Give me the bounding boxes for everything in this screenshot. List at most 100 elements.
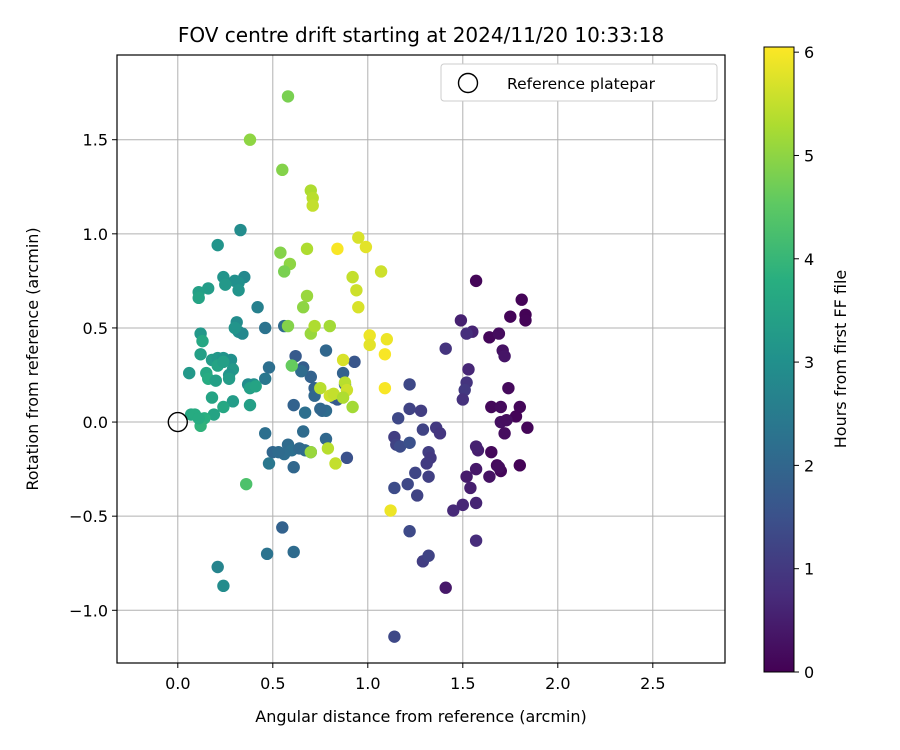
data-point [232,284,245,297]
colorbar-tick-label: 4 [804,250,814,269]
data-point [460,470,473,483]
data-point [504,310,517,323]
data-point [285,359,298,372]
data-point [327,387,340,401]
y-tick-label: 0.0 [83,413,108,432]
data-point [350,284,363,297]
reference-marker-group [167,411,189,433]
data-point [378,348,392,361]
data-point [498,427,511,440]
data-point [513,400,526,414]
data-point [519,314,532,327]
data-point [469,440,483,453]
colorbar-tick-label: 1 [804,560,814,579]
colorbar: 0 1 2 3 4 5 6 Hours from first FF file [763,43,850,682]
data-point [464,481,477,495]
data-point [183,366,196,380]
y-tick-label: 1.0 [83,225,108,244]
data-point [321,442,335,455]
data-point [414,404,428,417]
data-point [278,265,291,278]
data-point [314,381,327,395]
x-tick-label: 0.5 [260,674,285,693]
data-point [460,327,473,340]
data-point [439,342,452,355]
data-point [378,381,392,395]
data-point [336,366,350,380]
data-point [308,319,321,333]
data-point [392,412,405,425]
data-point [319,432,333,446]
y-tick-label: −1.0 [69,601,108,620]
data-point [416,423,430,436]
data-point [304,370,317,384]
data-point [411,489,424,502]
data-point [314,402,327,416]
data-point [403,378,416,391]
data-point [192,412,205,425]
data-point [209,374,222,387]
y-tick-label: 1.5 [83,131,108,150]
data-point [243,398,257,412]
data-point [272,445,285,459]
data-point [287,545,300,559]
x-tick-label: 2.0 [545,674,570,693]
data-point [196,334,209,348]
y-tick-label: 0.5 [83,319,108,338]
data-point [439,581,452,594]
data-point [346,270,359,284]
data-point [295,365,308,378]
data-point [243,133,257,146]
data-point [515,293,528,306]
colorbar-tick-label: 3 [804,353,814,372]
data-point [363,329,376,342]
data-point [262,361,276,374]
data-point [521,421,534,434]
legend-box [440,63,718,102]
data-point [222,372,236,385]
x-axis: 0.0 0.5 1.0 1.5 2.0 2.5 [165,663,666,693]
x-axis-label: Angular distance from reference (arcmin) [255,707,586,726]
data-point [251,301,264,314]
chart-title: FOV centre drift starting at 2024/11/20 … [178,23,664,47]
data-point [219,278,232,291]
data-point [348,355,361,369]
y-axis: −1.0 −0.5 0.0 0.5 1.0 1.5 [69,131,117,620]
data-point [388,481,401,495]
data-point [274,246,287,259]
data-point [259,372,272,385]
data-point [420,457,433,470]
data-point [276,163,289,177]
data-point [331,242,344,256]
data-point [202,282,215,295]
data-point [456,393,469,406]
data-point [409,466,422,480]
data-point [403,436,416,449]
data-point [276,521,289,534]
x-tick-label: 1.5 [450,674,475,693]
data-point [494,400,507,414]
data-point [281,319,295,333]
data-point [262,457,276,470]
data-point [306,199,319,212]
colorbar-tick-label: 5 [804,146,814,165]
data-point [323,319,336,333]
data-point [359,240,373,254]
data-point [352,231,365,244]
data-point [346,400,359,414]
colorbar-tick-label: 2 [804,456,814,475]
data-point [319,344,333,357]
data-point [336,353,350,367]
data-point [422,470,435,483]
data-point [393,440,407,453]
data-point [297,301,310,314]
data-point [192,291,205,305]
data-point [401,477,414,491]
data-point [260,547,274,561]
y-tick-label: −0.5 [69,507,108,526]
grid [117,55,725,663]
colorbar-gradient [763,46,795,673]
data-point [403,402,416,416]
data-point [234,223,247,237]
data-point [226,395,240,408]
